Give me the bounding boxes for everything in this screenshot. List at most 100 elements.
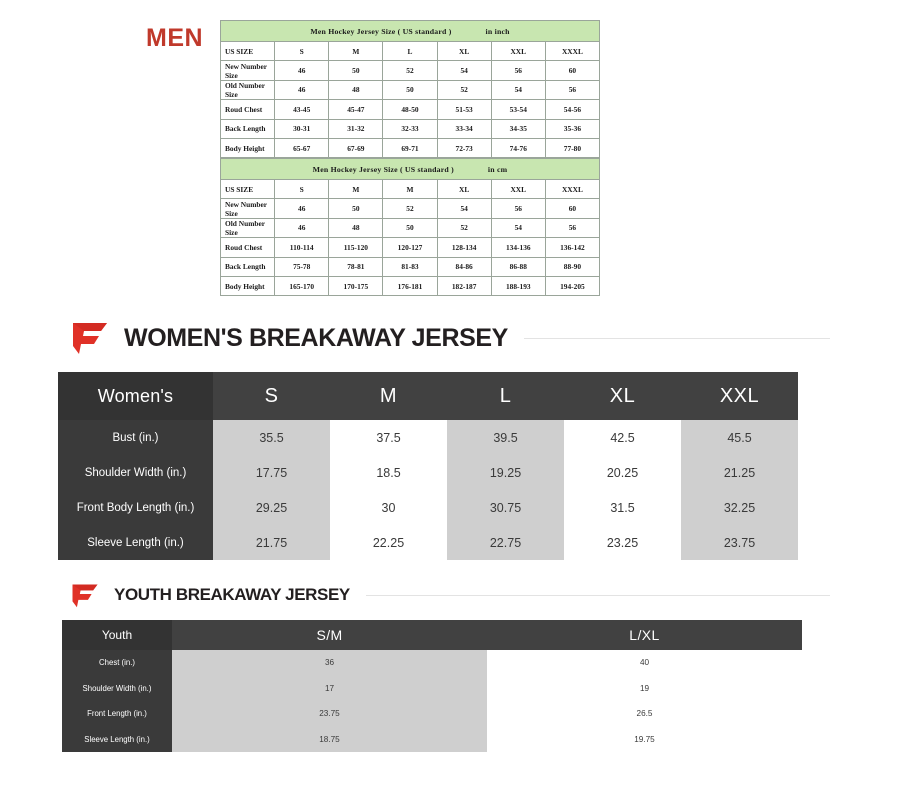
womens-table-header-row: Women's S M L XL XXL <box>58 372 798 420</box>
men-table-row: Back Length 75-78 78-81 81-83 84-86 86-88 88-9… <box>219 256 601 277</box>
youth-table-cell: 19 <box>487 675 802 701</box>
men-table-cell: 48-50 <box>382 99 438 120</box>
womens-table-cell: 30 <box>330 490 447 525</box>
men-table-column-header: L <box>382 40 438 62</box>
youth-table-body: Chest (in.) 36 40 Shoulder Width (in.) 17 19 F… <box>62 650 802 752</box>
youth-table-head: Youth S/M L/XL <box>62 620 802 650</box>
womens-table-row-label: Front Body Length (in.) <box>58 490 213 525</box>
men-inch-table-body: Men Hockey Jersey Size ( US standard ) in… <box>219 20 601 159</box>
men-inch-table-wrapper: Men Hockey Jersey Size ( US standard ) in… <box>219 20 601 159</box>
men-table-cell: 35-36 <box>544 118 601 139</box>
men-table-cell: 84-86 <box>436 256 492 277</box>
men-table-corner-label: US SIZE <box>219 40 276 62</box>
womens-size-table: Women's S M L XL XXL Bust (in.) 35.5 37.5 39.5 42… <box>58 372 798 560</box>
men-table-row: Back Length 30-31 31-32 32-33 33-34 34-35 35-3… <box>219 118 601 139</box>
men-table-cell: 46 <box>274 217 330 239</box>
men-table-column-header: XL <box>436 40 492 62</box>
men-table-cell: 176-181 <box>382 275 438 297</box>
men-table-row: Body Height 65-67 67-69 69-71 72-73 74-76 77-8… <box>219 137 601 159</box>
men-table-row-label: New Number Size <box>219 60 276 81</box>
men-table-row-label: Body Height <box>219 137 276 159</box>
womens-table-cell: 18.5 <box>330 455 447 490</box>
men-table-cell: 88-90 <box>544 256 601 277</box>
youth-table-cell: 18.75 <box>172 726 487 752</box>
youth-table-cell: 26.5 <box>487 701 802 727</box>
men-table-cell: 81-83 <box>382 256 438 277</box>
womens-table-cell: 23.25 <box>564 525 681 560</box>
men-table-cell: 77-80 <box>544 137 601 159</box>
men-table-header-row: US SIZE S M M XL XXL XXXL <box>219 178 601 200</box>
men-table-row: New Number Size 46 50 52 54 56 60 <box>219 198 601 219</box>
men-table-cell: 45-47 <box>328 99 384 120</box>
men-table-column-header: XXXL <box>544 178 601 200</box>
youth-heading-text: YOUTH BREAKAWAY JERSEY <box>114 585 350 604</box>
men-table-cell: 52 <box>382 198 438 219</box>
men-table-header-row: US SIZE S M L XL XXL XXXL <box>219 40 601 62</box>
men-table-cell: 50 <box>382 79 438 101</box>
men-table-cell: 48 <box>328 217 384 239</box>
youth-table-row: Front Length (in.) 23.75 26.5 <box>62 701 802 727</box>
men-table-column-header: M <box>382 178 438 200</box>
youth-table-column-header: S/M <box>172 620 487 650</box>
fanatics-flag-logo-icon <box>72 583 98 607</box>
men-table-cell: 46 <box>274 60 330 81</box>
men-table-cell: 86-88 <box>490 256 546 277</box>
men-table-cell: 32-33 <box>382 118 438 139</box>
youth-table-row-label: Shoulder Width (in.) <box>62 675 172 701</box>
men-table-cell: 48 <box>328 79 384 101</box>
men-table-column-header: XL <box>436 178 492 200</box>
men-table-cell: 52 <box>436 79 492 101</box>
men-table-cell: 72-73 <box>436 137 492 159</box>
womens-table-row-label: Bust (in.) <box>58 420 213 455</box>
womens-table-head: Women's S M L XL XXL <box>58 372 798 420</box>
womens-heading-divider <box>523 337 830 339</box>
men-table-cell: 54-56 <box>544 99 601 120</box>
womens-table-row: Bust (in.) 35.5 37.5 39.5 42.5 45.5 <box>58 420 798 455</box>
men-table-column-header: S <box>274 40 330 62</box>
youth-table-row-label: Sleeve Length (in.) <box>62 726 172 752</box>
men-table-row-label: Back Length <box>219 118 276 139</box>
men-table-cell: 54 <box>436 60 492 81</box>
men-table-cell: 165-170 <box>274 275 330 297</box>
men-table-row-label: Old Number Size <box>219 217 276 239</box>
youth-section-heading: YOUTH BREAKAWAY JERSEY <box>70 575 830 615</box>
youth-table-column-header: L/XL <box>487 620 802 650</box>
womens-table-column-header: S <box>213 372 330 420</box>
men-table-cell: 50 <box>328 60 384 81</box>
men-table-cell: 46 <box>274 79 330 101</box>
womens-section-heading: WOMEN'S BREAKAWAY JERSEY <box>70 318 830 358</box>
men-table-row: New Number Size 46 50 52 54 56 60 <box>219 60 601 81</box>
men-table-cell: 78-81 <box>328 256 384 277</box>
men-table-row: Old Number Size 46 48 50 52 54 56 <box>219 217 601 239</box>
men-table-cell: 65-67 <box>274 137 330 159</box>
men-table-banner-title: Men Hockey Jersey Size ( US standard ) <box>310 26 452 36</box>
men-table-cell: 30-31 <box>274 118 330 139</box>
womens-table-cell: 19.25 <box>447 455 564 490</box>
men-table-row-label: Old Number Size <box>219 79 276 101</box>
womens-table-row: Front Body Length (in.) 29.25 30 30.75 31.5 3… <box>58 490 798 525</box>
womens-table-cell: 32.25 <box>681 490 798 525</box>
womens-table-cell: 23.75 <box>681 525 798 560</box>
men-table-cell: 54 <box>490 79 546 101</box>
men-table-row-label: Back Length <box>219 256 276 277</box>
men-cm-table-wrapper: Men Hockey Jersey Size ( US standard ) in… <box>219 158 601 297</box>
men-table-cell: 74-76 <box>490 137 546 159</box>
men-table-cell: 51-53 <box>436 99 492 120</box>
men-table-cell: 67-69 <box>328 137 384 159</box>
men-table-row-label: Roud Chest <box>219 237 276 258</box>
men-table-cell: 69-71 <box>382 137 438 159</box>
men-table-cell: 194-205 <box>544 275 601 297</box>
men-table-row-label: Roud Chest <box>219 99 276 120</box>
men-table-cell: 60 <box>544 60 601 81</box>
womens-table-row: Sleeve Length (in.) 21.75 22.25 22.75 23.25 2… <box>58 525 798 560</box>
womens-table-row-label: Sleeve Length (in.) <box>58 525 213 560</box>
men-table-cell: 115-120 <box>328 237 384 258</box>
men-size-table-inches: Men Hockey Jersey Size ( US standard ) in… <box>219 20 601 159</box>
womens-table-row: Shoulder Width (in.) 17.75 18.5 19.25 20.25 2… <box>58 455 798 490</box>
men-table-cell: 52 <box>382 60 438 81</box>
womens-table-cell: 22.75 <box>447 525 564 560</box>
womens-table-cell: 20.25 <box>564 455 681 490</box>
men-table-banner: Men Hockey Jersey Size ( US standard ) in… <box>220 158 600 180</box>
men-table-cell: 56 <box>544 217 601 239</box>
men-table-cell: 182-187 <box>436 275 492 297</box>
